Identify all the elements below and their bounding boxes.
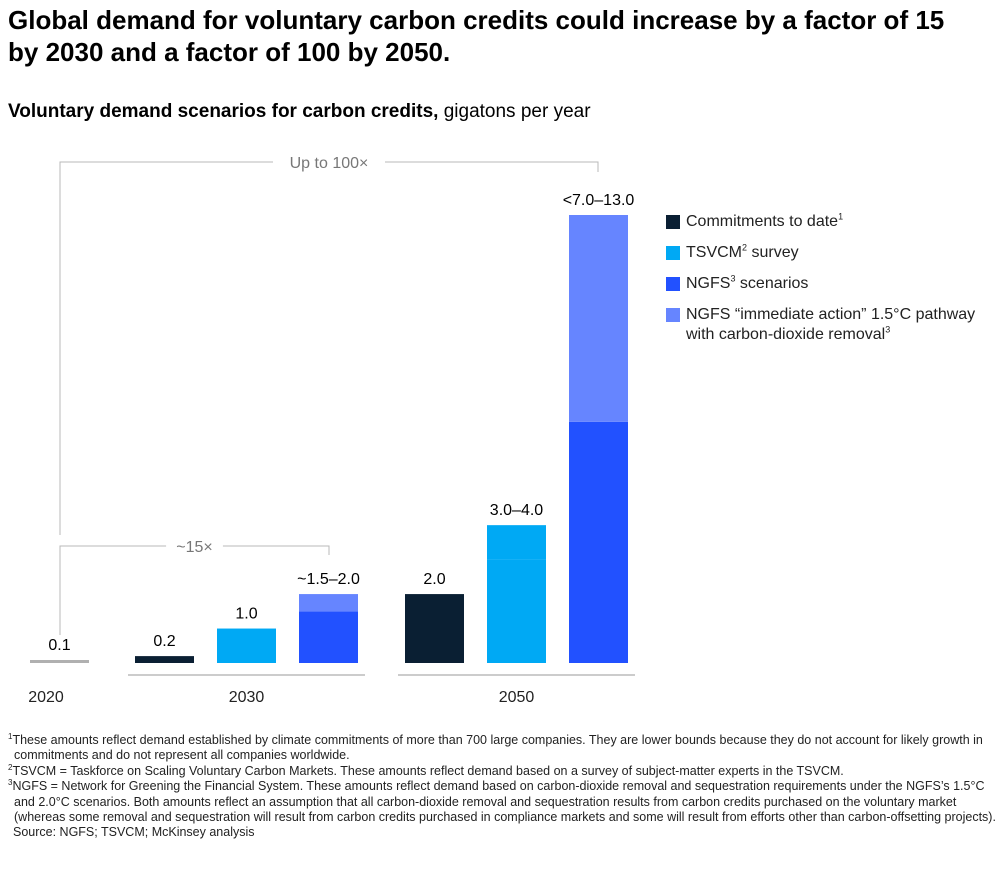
bracket-100x-left	[59, 161, 273, 535]
subtitle-bold: Voluntary demand scenarios for carbon cr…	[8, 101, 439, 122]
bar-2050-ngfs	[569, 421, 628, 663]
bar-2050-commitments	[405, 594, 464, 663]
legend-item-ngfs-immediate: NGFS “immediate action” 1.5°C pathway wi…	[666, 305, 999, 345]
chart-title: Global demand for voluntary carbon credi…	[8, 5, 945, 67]
legend-swatch-ngfs-immediate	[666, 308, 680, 322]
data-label-2030-commitments: 0.2	[153, 633, 175, 650]
subtitle-unit: gigatons per year	[438, 101, 591, 122]
legend-item-commitments: Commitments to date1	[666, 212, 999, 232]
bar-baseline-2020	[30, 660, 89, 663]
legend-label: NGFS “immediate action” 1.5°C pathway wi…	[686, 306, 976, 343]
legend-swatch-commitments	[666, 215, 680, 229]
legend-label: NGFS	[686, 275, 731, 292]
bar-2030-ngfs	[299, 611, 358, 663]
bracket-15x-label: ~15×	[176, 539, 212, 556]
bracket-100x-label: Up to 100×	[290, 155, 369, 172]
legend-item-ngfs: NGFS3 scenarios	[666, 274, 999, 294]
footnote-3: 3NGFS = Network for Greening the Financi…	[8, 779, 996, 825]
legend-swatch-ngfs	[666, 277, 680, 291]
legend-sup: 3	[885, 324, 891, 335]
legend-sup: 2	[742, 242, 748, 253]
bar-2050-tsvcm	[487, 559, 546, 663]
footnote-text: TSVCM = Taskforce on Scaling Voluntary C…	[12, 763, 844, 778]
data-label-2030-tsvcm: 1.0	[235, 606, 257, 623]
bar-2030-commitments	[135, 656, 194, 663]
footnote-1: 1These amounts reflect demand establishe…	[8, 731, 996, 764]
data-label-2050-tsvcm: 3.0–4.0	[490, 502, 543, 519]
bar-2030-tsvcm	[217, 628, 276, 663]
source-note: Source: NGFS; TSVCM; McKinsey analysis	[13, 825, 255, 840]
legend-item-tsvcm: TSVCM2 survey	[666, 243, 999, 263]
legend: Commitments to date1 TSVCM2 survey NGFS3…	[666, 212, 999, 356]
data-label-2020-baseline: 0.1	[48, 637, 70, 654]
data-label-2050-ngfs: <7.0–13.0	[563, 192, 635, 209]
chart-subtitle: Voluntary demand scenarios for carbon cr…	[8, 100, 591, 124]
legend-label: TSVCM	[686, 244, 742, 261]
data-label-2050-commitments: 2.0	[423, 571, 445, 588]
footnote-text: NGFS = Network for Greening the Financia…	[12, 779, 996, 825]
bracket-15x-right	[222, 545, 330, 555]
legend-label: Commitments to date	[686, 213, 839, 230]
legend-label-suffix: survey	[747, 244, 799, 261]
footnote-text: These amounts reflect demand established…	[12, 733, 983, 763]
footnote-marker: 1	[8, 731, 13, 741]
legend-sup: 3	[730, 273, 736, 284]
axis-label-2020: 2020	[28, 689, 64, 706]
bar-2050-tsvcm-range	[487, 525, 546, 560]
legend-swatch-tsvcm	[666, 246, 680, 260]
legend-sup: 1	[838, 211, 844, 222]
axis-label-2050: 2050	[499, 689, 535, 706]
axis-label-2030: 2030	[229, 689, 265, 706]
bar-chart: 0.1 0.2 1.0 ~1.5–2.0 2.0 3.0–4.0 <7.0–13.0 2020…	[28, 155, 635, 706]
footnote-marker: 3	[8, 778, 13, 788]
bar-2030-ngfs-range	[299, 594, 358, 612]
footnotes: 1These amounts reflect demand establishe…	[8, 731, 996, 841]
bracket-15x-left	[59, 545, 167, 635]
bar-2050-ngfs-range	[569, 215, 628, 422]
legend-label-suffix: scenarios	[735, 275, 809, 292]
data-label-2030-ngfs: ~1.5–2.0	[297, 571, 360, 588]
bracket-100x-right	[385, 161, 599, 172]
footnote-marker: 2	[8, 762, 13, 772]
footnote-2: 2TSVCM = Taskforce on Scaling Voluntary …	[8, 762, 996, 779]
